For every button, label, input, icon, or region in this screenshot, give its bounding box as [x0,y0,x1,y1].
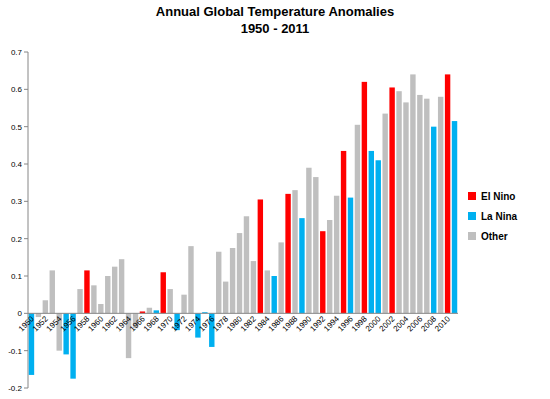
bar [43,300,48,313]
background [0,0,550,399]
bar [147,308,152,314]
bar [438,97,443,314]
bar [327,220,332,313]
y-tick-label: 0.6 [11,85,23,94]
bar [98,304,103,313]
title: Annual Global Temperature Anomalies [156,4,394,19]
y-tick [24,164,28,165]
x-axis [28,313,458,314]
bar [306,168,311,314]
bar [181,295,186,314]
legend-label: Other [481,231,508,242]
bar [410,74,415,313]
y-axis [28,52,29,388]
bars [29,74,457,378]
bar [161,272,166,313]
y-tick-label: 0.1 [11,272,23,281]
bar [382,114,387,314]
bar [188,246,193,313]
legend-swatch [468,212,476,220]
y-tick [24,89,28,90]
bar [369,151,374,313]
legend-label: La Nina [481,211,518,222]
y-tick [24,126,28,127]
bar [362,82,367,313]
y-tick-label: 0 [18,309,23,318]
y-tick-label: -0.2 [8,384,22,393]
bar [320,231,325,313]
bar [299,218,304,313]
y-tick-label: 0.5 [11,123,23,132]
bar [348,198,353,314]
legend-swatch [468,232,476,240]
bar [50,270,55,313]
bar [77,289,82,313]
x-tick-label: 2010 [433,314,452,333]
bar [341,151,346,313]
y-tick-label: 0.3 [11,197,23,206]
bar [119,259,124,313]
y-tick [24,238,28,239]
y-tick [24,276,28,277]
bar [272,276,277,313]
bar [452,121,457,313]
y-tick-label: 0.4 [11,160,23,169]
bar [167,289,172,313]
bar [313,177,318,313]
bar [376,160,381,313]
bar [258,199,263,313]
bar [278,242,283,313]
subtitle: 1950 - 2011 [241,21,310,36]
bar [417,95,422,313]
bar [403,102,408,313]
bar [431,127,436,314]
bar [424,99,429,314]
y-tick-label: -0.1 [8,347,22,356]
legend-label: El Nino [481,191,515,202]
bar [265,270,270,313]
legend-swatch [468,192,476,200]
bar [112,267,117,314]
bar [355,125,360,314]
bar [216,252,221,314]
bar [91,285,96,313]
bar [389,87,394,313]
bar [223,282,228,314]
y-tick [24,52,28,53]
bar [396,91,401,313]
bar [84,270,89,313]
y-tick [24,313,28,314]
y-tick-label: 0.2 [11,235,23,244]
bar [285,194,290,313]
bar [244,216,249,313]
chart: Annual Global Temperature Anomalies 1950 … [0,0,550,399]
y-tick [24,350,28,351]
bar [445,74,450,313]
bar [251,261,256,313]
y-tick-label: 0.7 [11,48,23,57]
bar [292,190,297,313]
y-tick [24,388,28,389]
bar [334,196,339,314]
bar [237,233,242,313]
bar [230,248,235,313]
y-tick [24,201,28,202]
bar [105,276,110,313]
